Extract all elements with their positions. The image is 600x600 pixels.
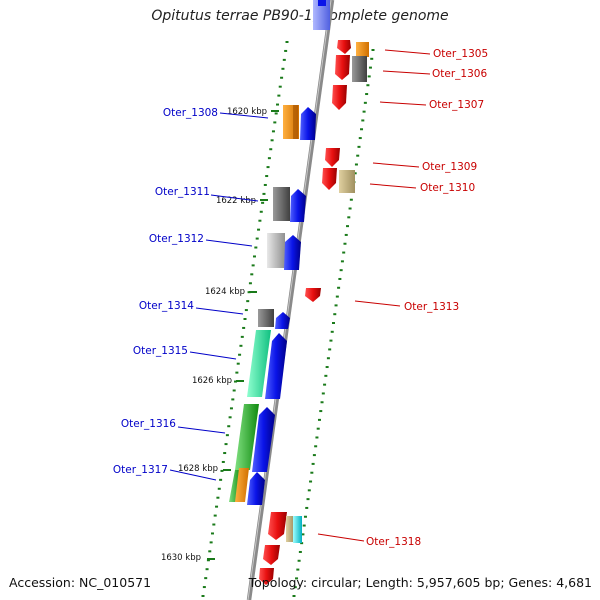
accession-text: Accession: NC_010571	[9, 575, 152, 590]
map-title: Opitutus terrae PB90-1, complete genome	[151, 8, 449, 24]
gene-label: Oter_1308	[163, 107, 218, 119]
gene-oter-1309[interactable]: Oter_1309	[325, 148, 477, 173]
inner-tick-track	[201, 41, 289, 597]
ruler-tick-1622: 1622 kbp	[216, 196, 268, 206]
gene-label: Oter_1305	[433, 48, 488, 60]
ruler-label: 1628 kbp	[178, 464, 218, 474]
ruler-label: 1630 kbp	[161, 553, 201, 563]
outer-tick-track	[292, 49, 375, 597]
gene-oter-1307[interactable]: Oter_1307	[332, 85, 484, 111]
gene-label: Oter_1313	[404, 301, 459, 313]
gene-oter-1310[interactable]: Oter_1310	[322, 168, 475, 194]
gene-label: Oter_1316	[121, 418, 176, 430]
gene-oter-1316[interactable]: Oter_1316	[121, 404, 275, 472]
gene-partial-top-core	[318, 0, 326, 6]
gene-partial-top	[313, 0, 330, 30]
gene-oter-1305[interactable]: Oter_1305	[337, 40, 488, 60]
gene-label: Oter_1318	[366, 536, 421, 548]
gene-label: Oter_1315	[133, 345, 188, 357]
gene-label: Oter_1312	[149, 233, 204, 245]
ruler-label: 1624 kbp	[205, 287, 245, 297]
gene-oter-1312[interactable]: Oter_1312	[149, 233, 301, 270]
ruler-tick-1626: 1626 kbp	[192, 376, 244, 386]
gene-oter-1308[interactable]: Oter_1308	[163, 105, 316, 140]
ruler-label: 1622 kbp	[216, 196, 256, 206]
gene-label: Oter_1307	[429, 99, 484, 111]
gene-label: Oter_1314	[139, 300, 194, 312]
gene-label: Oter_1309	[422, 161, 477, 173]
gene-label: Oter_1310	[420, 182, 475, 194]
gene-label: Oter_1311	[155, 186, 210, 198]
ruler-tick-1628: 1628 kbp	[178, 464, 231, 474]
gene-oter-1317[interactable]: Oter_1317	[113, 464, 265, 505]
genome-summary-text: Topology: circular; Length: 5,957,605 bp…	[248, 575, 592, 590]
ruler-tick-1620: 1620 kbp	[227, 107, 279, 117]
gene-oter-1311[interactable]: Oter_1311	[155, 186, 306, 222]
ruler-tick-1624: 1624 kbp	[205, 287, 257, 297]
gene-oter-1314[interactable]: Oter_1314	[139, 300, 290, 329]
genome-backbone	[246, 0, 335, 600]
gene-oter-1313[interactable]: Oter_1313	[305, 288, 459, 313]
gene-label: Oter_1317	[113, 464, 168, 476]
gene-oter-1315[interactable]: Oter_1315	[133, 330, 287, 399]
genome-backbone-highlight	[247, 0, 332, 600]
gene-label: Oter_1306	[432, 68, 487, 80]
gene-oter-1318[interactable]: Oter_1318	[259, 512, 421, 585]
gene-oter-1306[interactable]: Oter_1306	[335, 55, 487, 82]
ruler-label: 1626 kbp	[192, 376, 232, 386]
ruler-tick-1630: 1630 kbp	[161, 553, 215, 563]
ruler-label: 1620 kbp	[227, 107, 267, 117]
